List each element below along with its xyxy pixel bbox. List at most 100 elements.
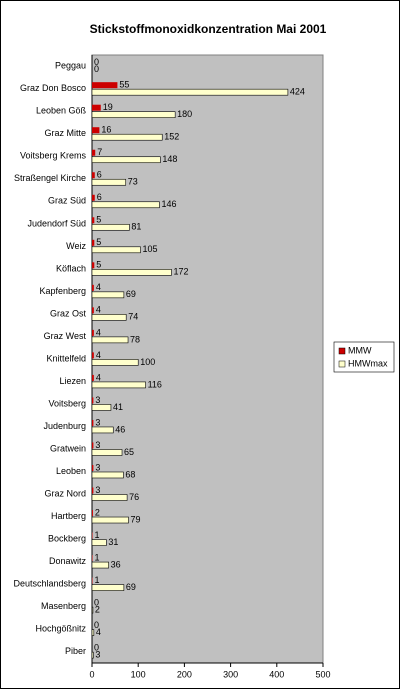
value-label: 55 (119, 80, 129, 90)
value-label: 41 (113, 402, 123, 412)
y-tick-label: Hartberg (51, 511, 86, 521)
bar (92, 427, 113, 433)
value-label: 3 (95, 485, 100, 495)
value-label: 3 (95, 462, 100, 472)
bar (92, 314, 126, 320)
value-label: 4 (96, 305, 101, 315)
bar (92, 307, 94, 313)
y-tick-label: Bockberg (48, 534, 86, 544)
bar (92, 172, 95, 178)
value-label: 3 (95, 650, 100, 660)
y-tick-label: Leoben (56, 466, 86, 476)
value-label: 4 (96, 282, 101, 292)
value-label: 76 (129, 492, 139, 502)
value-label: 5 (96, 215, 101, 225)
value-label: 78 (130, 334, 140, 344)
bar (92, 442, 93, 448)
value-label: 4 (96, 372, 101, 382)
value-label: 65 (124, 447, 134, 457)
legend-swatch (339, 361, 345, 367)
y-tick-label: Voitsberg Krems (20, 151, 87, 161)
bar (92, 562, 109, 568)
bar (92, 150, 95, 156)
y-tick-label: Hochgößnitz (35, 624, 86, 634)
y-tick-label: Donawitz (49, 556, 87, 566)
y-tick-label: Voitsberg (48, 398, 86, 408)
value-label: 148 (162, 154, 177, 164)
bar (92, 112, 175, 118)
y-tick-label: Deutschlandsberg (13, 579, 86, 589)
value-label: 2 (95, 507, 100, 517)
bar (92, 352, 94, 358)
value-label: 16 (101, 125, 111, 135)
bar (92, 495, 127, 501)
y-tick-label: Judenburg (43, 421, 86, 431)
value-label: 31 (108, 537, 118, 547)
bar (92, 404, 111, 410)
bar (92, 382, 146, 388)
y-tick-label: Liezen (59, 376, 86, 386)
value-label: 7 (97, 147, 102, 157)
bar (92, 82, 117, 88)
bar (92, 157, 160, 163)
value-label: 424 (290, 87, 305, 97)
value-label: 79 (130, 514, 140, 524)
bar (92, 585, 124, 591)
y-tick-label: Kapfenberg (39, 286, 86, 296)
bar (92, 134, 162, 140)
bar (92, 359, 138, 365)
x-tick-label: 0 (89, 669, 94, 679)
bar (92, 262, 94, 268)
plot-area (92, 55, 323, 663)
value-label: 6 (97, 192, 102, 202)
value-label: 3 (95, 395, 100, 405)
y-tick-label: Straßengel Kirche (14, 173, 86, 183)
bar (92, 179, 126, 185)
value-label: 152 (164, 132, 179, 142)
bar (92, 517, 128, 523)
value-label: 5 (96, 260, 101, 270)
value-label: 3 (95, 417, 100, 427)
value-label: 74 (128, 312, 138, 322)
x-tick-label: 200 (177, 669, 192, 679)
y-tick-label: Graz Süd (48, 196, 86, 206)
y-tick-label: Judendorf Süd (27, 218, 86, 228)
x-tick-label: 300 (223, 669, 238, 679)
value-label: 180 (177, 109, 192, 119)
value-label: 1 (94, 552, 99, 562)
value-label: 36 (111, 559, 121, 569)
value-label: 4 (96, 350, 101, 360)
value-label: 146 (161, 199, 176, 209)
legend-label: HMWmax (348, 358, 388, 368)
bar (92, 337, 128, 343)
y-tick-label: Graz Nord (44, 488, 86, 498)
bar (92, 510, 93, 516)
x-tick-label: 500 (315, 669, 330, 679)
x-tick-label: 400 (269, 669, 284, 679)
bar (92, 607, 93, 613)
x-tick-label: 100 (131, 669, 146, 679)
bar (92, 247, 141, 253)
bar (92, 224, 129, 230)
legend-label: MMW (348, 345, 372, 355)
value-label: 105 (143, 244, 158, 254)
y-tick-label: Graz West (44, 331, 87, 341)
value-label: 69 (126, 289, 136, 299)
value-label: 5 (96, 237, 101, 247)
y-tick-label: Gratwein (50, 443, 86, 453)
value-label: 1 (94, 575, 99, 585)
y-tick-label: Peggau (55, 61, 86, 71)
bar (92, 465, 93, 471)
value-label: 69 (126, 582, 136, 592)
y-tick-label: Knittelfeld (46, 353, 86, 363)
value-label: 4 (96, 627, 101, 637)
bar (92, 488, 93, 494)
value-label: 19 (103, 102, 113, 112)
value-label: 81 (131, 222, 141, 232)
bar (92, 449, 122, 455)
value-label: 73 (128, 177, 138, 187)
bar (92, 89, 288, 95)
bar (92, 652, 93, 658)
bar (92, 240, 94, 246)
